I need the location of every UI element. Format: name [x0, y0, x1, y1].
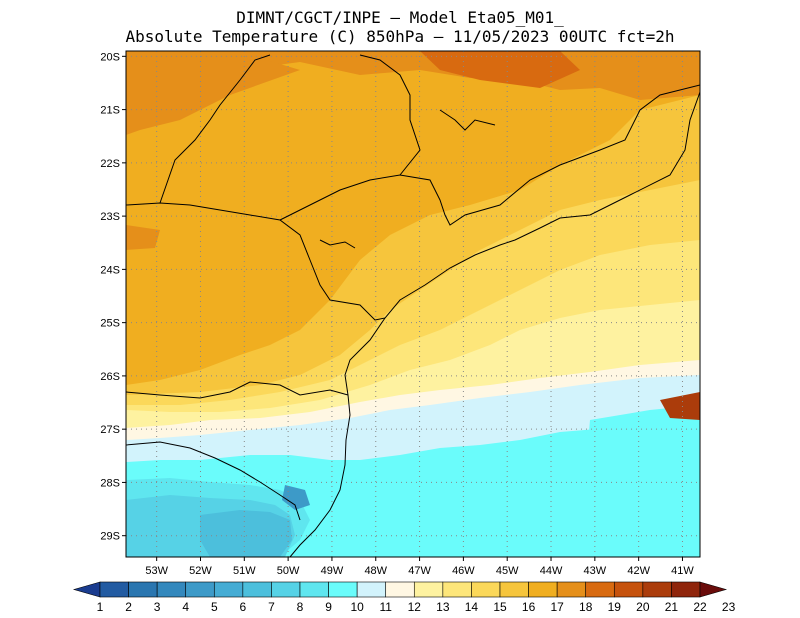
- lat-label: 29S: [100, 531, 120, 543]
- colorbar-swatch: [99, 581, 129, 598]
- lon-label: 45W: [496, 565, 519, 577]
- title-line-1: DIMNT/CGCT/INPE – Model Eta05_M01_: [236, 8, 564, 27]
- lat-lon-grid: [126, 51, 700, 557]
- state-border: [159, 54, 271, 204]
- colorbar-label: 4: [182, 600, 189, 614]
- colorbar-label: 17: [550, 600, 564, 614]
- lon-label: 41W: [671, 565, 694, 577]
- temperature-field: [126, 51, 700, 557]
- colorbar-label: 20: [636, 600, 650, 614]
- lon-label: 48W: [364, 565, 387, 577]
- colorbar-swatch: [385, 581, 415, 598]
- lat-label: 23S: [100, 211, 120, 223]
- colorbar-swatch: [413, 581, 444, 598]
- lat-label: 22S: [100, 158, 120, 170]
- colorbar-label: 8: [297, 600, 304, 614]
- colorbar-label: 1: [97, 600, 104, 614]
- plot-frame: [125, 50, 701, 558]
- title-line-2: Absolute Temperature (C) 850hPa – 11/05/…: [125, 27, 675, 46]
- colorbar-label: 18: [579, 600, 593, 614]
- colorbar-swatch: [642, 581, 672, 598]
- state-border: [279, 84, 700, 226]
- lat-label: 25S: [100, 318, 120, 330]
- river: [439, 109, 496, 131]
- lat-label: 26S: [100, 371, 120, 383]
- state-border: [126, 202, 386, 321]
- colorbar-label: 10: [350, 600, 364, 614]
- lon-label: 43W: [584, 565, 607, 577]
- colorbar-label: 22: [693, 600, 707, 614]
- lat-label: 28S: [100, 477, 120, 489]
- colorbar-swatch: [156, 581, 187, 598]
- lon-label: 46W: [452, 565, 475, 577]
- state-border: [359, 54, 421, 176]
- colorbar-label: 9: [325, 600, 332, 614]
- colorbar-swatch: [585, 581, 615, 598]
- colorbar-swatch: [242, 581, 272, 598]
- lon-label: 51W: [233, 565, 256, 577]
- lat-label: 20S: [100, 51, 120, 63]
- colorbar-label: 6: [240, 600, 247, 614]
- colorbar-arrow-low: [72, 581, 101, 598]
- colorbar-swatch: [271, 581, 301, 598]
- latitude-labels: 20S 21S 22S 23S 24S 25S 26S 27S 28S 29S: [100, 51, 126, 543]
- colorbar-swatch: [213, 581, 244, 598]
- colorbar-swatch: [613, 581, 644, 598]
- colorbar-swatch: [328, 581, 358, 598]
- colorbar-label: 5: [211, 600, 218, 614]
- colorbar-swatch: [442, 581, 472, 598]
- colorbar-swatch: [499, 581, 529, 598]
- lon-label: 44W: [540, 565, 563, 577]
- lat-label: 24S: [100, 264, 120, 276]
- colorbar-label: 21: [665, 600, 679, 614]
- colorbar-label: 12: [408, 600, 422, 614]
- colorbar: 1 2 3 4 5 6 7 8 9 10 11 12 13 14 15 16 17 18 19 20 21 22 23: [72, 581, 736, 614]
- colorbar-label: 11: [379, 600, 392, 614]
- colorbar-swatch: [471, 581, 501, 598]
- colorbar-swatch: [528, 581, 558, 598]
- colorbar-label: 14: [465, 600, 479, 614]
- colorbar-label: 3: [154, 600, 161, 614]
- colorbar-label: 23: [722, 600, 736, 614]
- borders: [126, 54, 700, 557]
- colorbar-label: 7: [268, 600, 275, 614]
- colorbar-swatch: [671, 581, 701, 598]
- colorbar-label: 2: [125, 600, 132, 614]
- colorbar-label: 15: [493, 600, 507, 614]
- colorbar-swatch: [299, 581, 329, 598]
- lon-label: 50W: [277, 565, 300, 577]
- state-border: [126, 441, 301, 521]
- lon-label: 49W: [321, 565, 344, 577]
- colorbar-label: 13: [436, 600, 450, 614]
- colorbar-swatch: [556, 581, 587, 598]
- colorbar-swatch: [128, 581, 158, 598]
- coastline: [289, 91, 700, 557]
- colorbar-label: 19: [608, 600, 622, 614]
- state-border: [126, 381, 349, 399]
- lon-label: 47W: [408, 565, 431, 577]
- longitude-labels: 53W 52W 51W 50W 49W 48W 47W 46W 45W 44W 43W 42W 41W: [145, 557, 694, 577]
- lon-label: 42W: [627, 565, 650, 577]
- colorbar-swatch: [185, 581, 215, 598]
- colorbar-swatch: [356, 581, 387, 598]
- colorbar-label: 16: [522, 600, 536, 614]
- lat-label: 27S: [100, 424, 120, 436]
- lat-label: 21S: [100, 105, 120, 117]
- lon-label: 52W: [189, 565, 212, 577]
- lon-label: 53W: [145, 565, 168, 577]
- river: [319, 239, 356, 249]
- colorbar-arrow-high: [699, 581, 728, 598]
